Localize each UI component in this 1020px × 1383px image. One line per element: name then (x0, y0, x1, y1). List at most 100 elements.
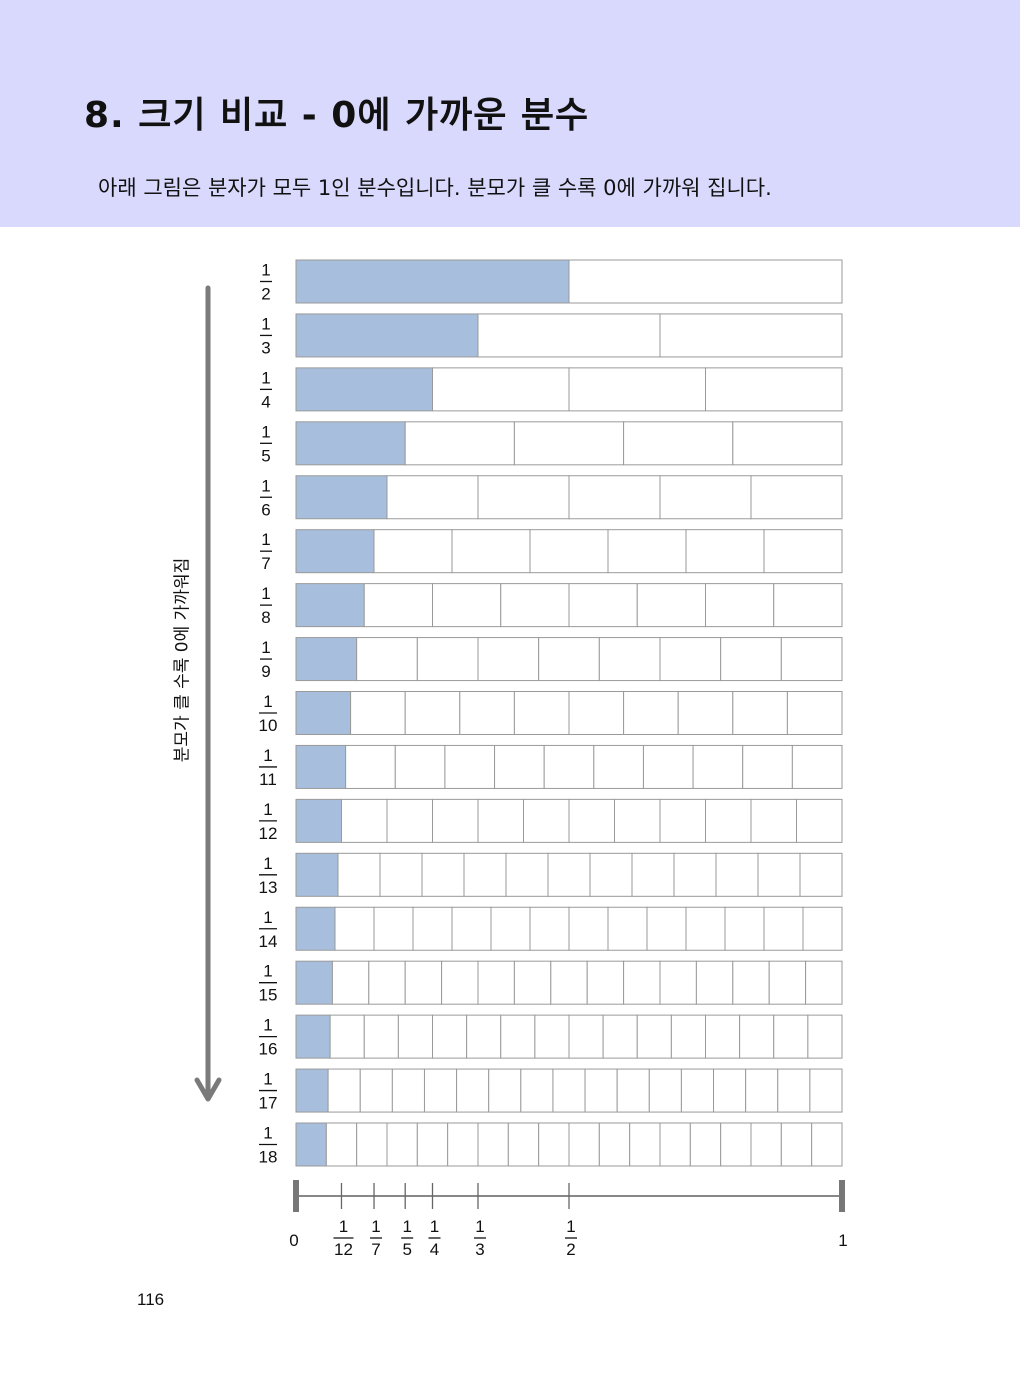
unit-cell (607, 906, 648, 951)
unit-cell (757, 852, 801, 897)
fraction-bar-1-2: 12 (260, 259, 843, 304)
unit-cell (386, 798, 433, 843)
unit-cell (432, 583, 502, 628)
unit-cell (477, 637, 540, 682)
tick-numerator: 1 (402, 1217, 411, 1236)
unit-cell (568, 691, 625, 735)
denominator: 12 (259, 824, 278, 843)
tick-mark-1-7: 17 (370, 1183, 383, 1259)
unit-cell (432, 1014, 468, 1059)
numerator: 1 (261, 638, 270, 657)
unit-cell (421, 852, 465, 897)
denominator: 16 (259, 1040, 278, 1059)
numerator: 1 (263, 800, 272, 819)
unit-cell (750, 475, 843, 520)
fraction-label: 12 (260, 261, 272, 304)
numerator: 1 (261, 584, 270, 603)
unit-cell (780, 637, 843, 682)
unit-cell (386, 1122, 418, 1167)
denominator: 10 (259, 716, 278, 735)
fraction-label: 116 (259, 1016, 278, 1059)
fraction-label: 112 (259, 800, 278, 843)
shaded-unit-cell (295, 691, 352, 735)
numerator: 1 (263, 854, 272, 873)
tick-numerator: 1 (371, 1217, 380, 1236)
unit-cell (341, 798, 388, 843)
unit-cell (811, 1122, 843, 1167)
unit-cell (602, 1014, 638, 1059)
unit-cell (513, 421, 625, 466)
unit-cell (345, 744, 396, 789)
unit-cell (768, 960, 807, 1005)
unit-cell (705, 583, 775, 628)
numerator: 1 (263, 692, 272, 711)
unit-cell (325, 1122, 358, 1167)
unit-cell (441, 960, 479, 1005)
fraction-bar-1-9: 19 (260, 637, 843, 682)
unit-cell (404, 960, 443, 1005)
unit-cell (513, 960, 552, 1005)
unit-cell (550, 960, 588, 1005)
fraction-label: 114 (259, 908, 278, 951)
unit-cell (705, 367, 843, 412)
tick-mark-1-12: 112 (333, 1183, 354, 1259)
fraction-label: 17 (260, 530, 272, 573)
numerator: 1 (263, 1124, 272, 1143)
tick-denominator: 7 (371, 1240, 380, 1259)
unit-cell (763, 906, 804, 951)
unit-cell (456, 1068, 490, 1113)
fraction-bar-1-7: 17 (260, 529, 843, 574)
numerator: 1 (261, 476, 270, 495)
unit-cell (807, 1014, 843, 1059)
unit-cell (673, 852, 717, 897)
unit-cell (490, 906, 531, 951)
unit-cell (488, 1068, 522, 1113)
unit-cell (777, 1068, 811, 1113)
unit-cell (677, 691, 734, 735)
unit-cell (463, 852, 507, 897)
unit-cell (724, 906, 765, 951)
unit-cell (337, 852, 381, 897)
fraction-label: 13 (260, 314, 272, 357)
unit-cell (451, 529, 531, 574)
fraction-bar-1-8: 18 (260, 583, 843, 628)
unit-cell (404, 691, 461, 735)
tick-denominator: 3 (475, 1240, 484, 1259)
fraction-bar-1-13: 113 (259, 852, 843, 897)
unit-cell (329, 1014, 365, 1059)
tick-mark-1-2: 12 (565, 1183, 577, 1259)
unit-cell (568, 583, 638, 628)
denominator: 6 (261, 500, 270, 519)
unit-cell (423, 1068, 458, 1113)
unit-cell (705, 798, 752, 843)
unit-cell (523, 798, 570, 843)
unit-cell (750, 1122, 782, 1167)
unit-cell (538, 1122, 570, 1167)
denominator: 7 (261, 554, 270, 573)
unit-cell (680, 1068, 715, 1113)
shaded-unit-cell (295, 1122, 327, 1167)
page-title: 8. 크기 비교 - 0에 가까운 분수 (84, 95, 590, 136)
unit-cell (586, 960, 625, 1005)
shaded-unit-cell (295, 313, 479, 358)
unit-cell (397, 1014, 433, 1059)
unit-cell (802, 906, 843, 951)
numerator: 1 (261, 261, 270, 280)
unit-cell (695, 960, 734, 1005)
denominator: 3 (261, 338, 270, 357)
page-description: 아래 그림은 분자가 모두 1인 분수입니다. 분모가 클 수록 0에 가까워 … (98, 176, 772, 200)
tick-mark-1-4: 14 (428, 1183, 441, 1259)
shaded-unit-cell (295, 583, 365, 628)
unit-cell (786, 691, 843, 735)
denominator: 17 (259, 1094, 278, 1113)
fraction-bar-1-11: 111 (259, 744, 843, 789)
unit-cell (659, 960, 697, 1005)
unit-cell (394, 744, 446, 789)
unit-cell (359, 1068, 393, 1113)
unit-cell (636, 583, 706, 628)
fraction-bar-1-6: 16 (260, 475, 843, 520)
unit-cell (459, 691, 515, 735)
shaded-unit-cell (295, 367, 433, 412)
unit-cell (547, 852, 591, 897)
unit-cell (732, 691, 788, 735)
